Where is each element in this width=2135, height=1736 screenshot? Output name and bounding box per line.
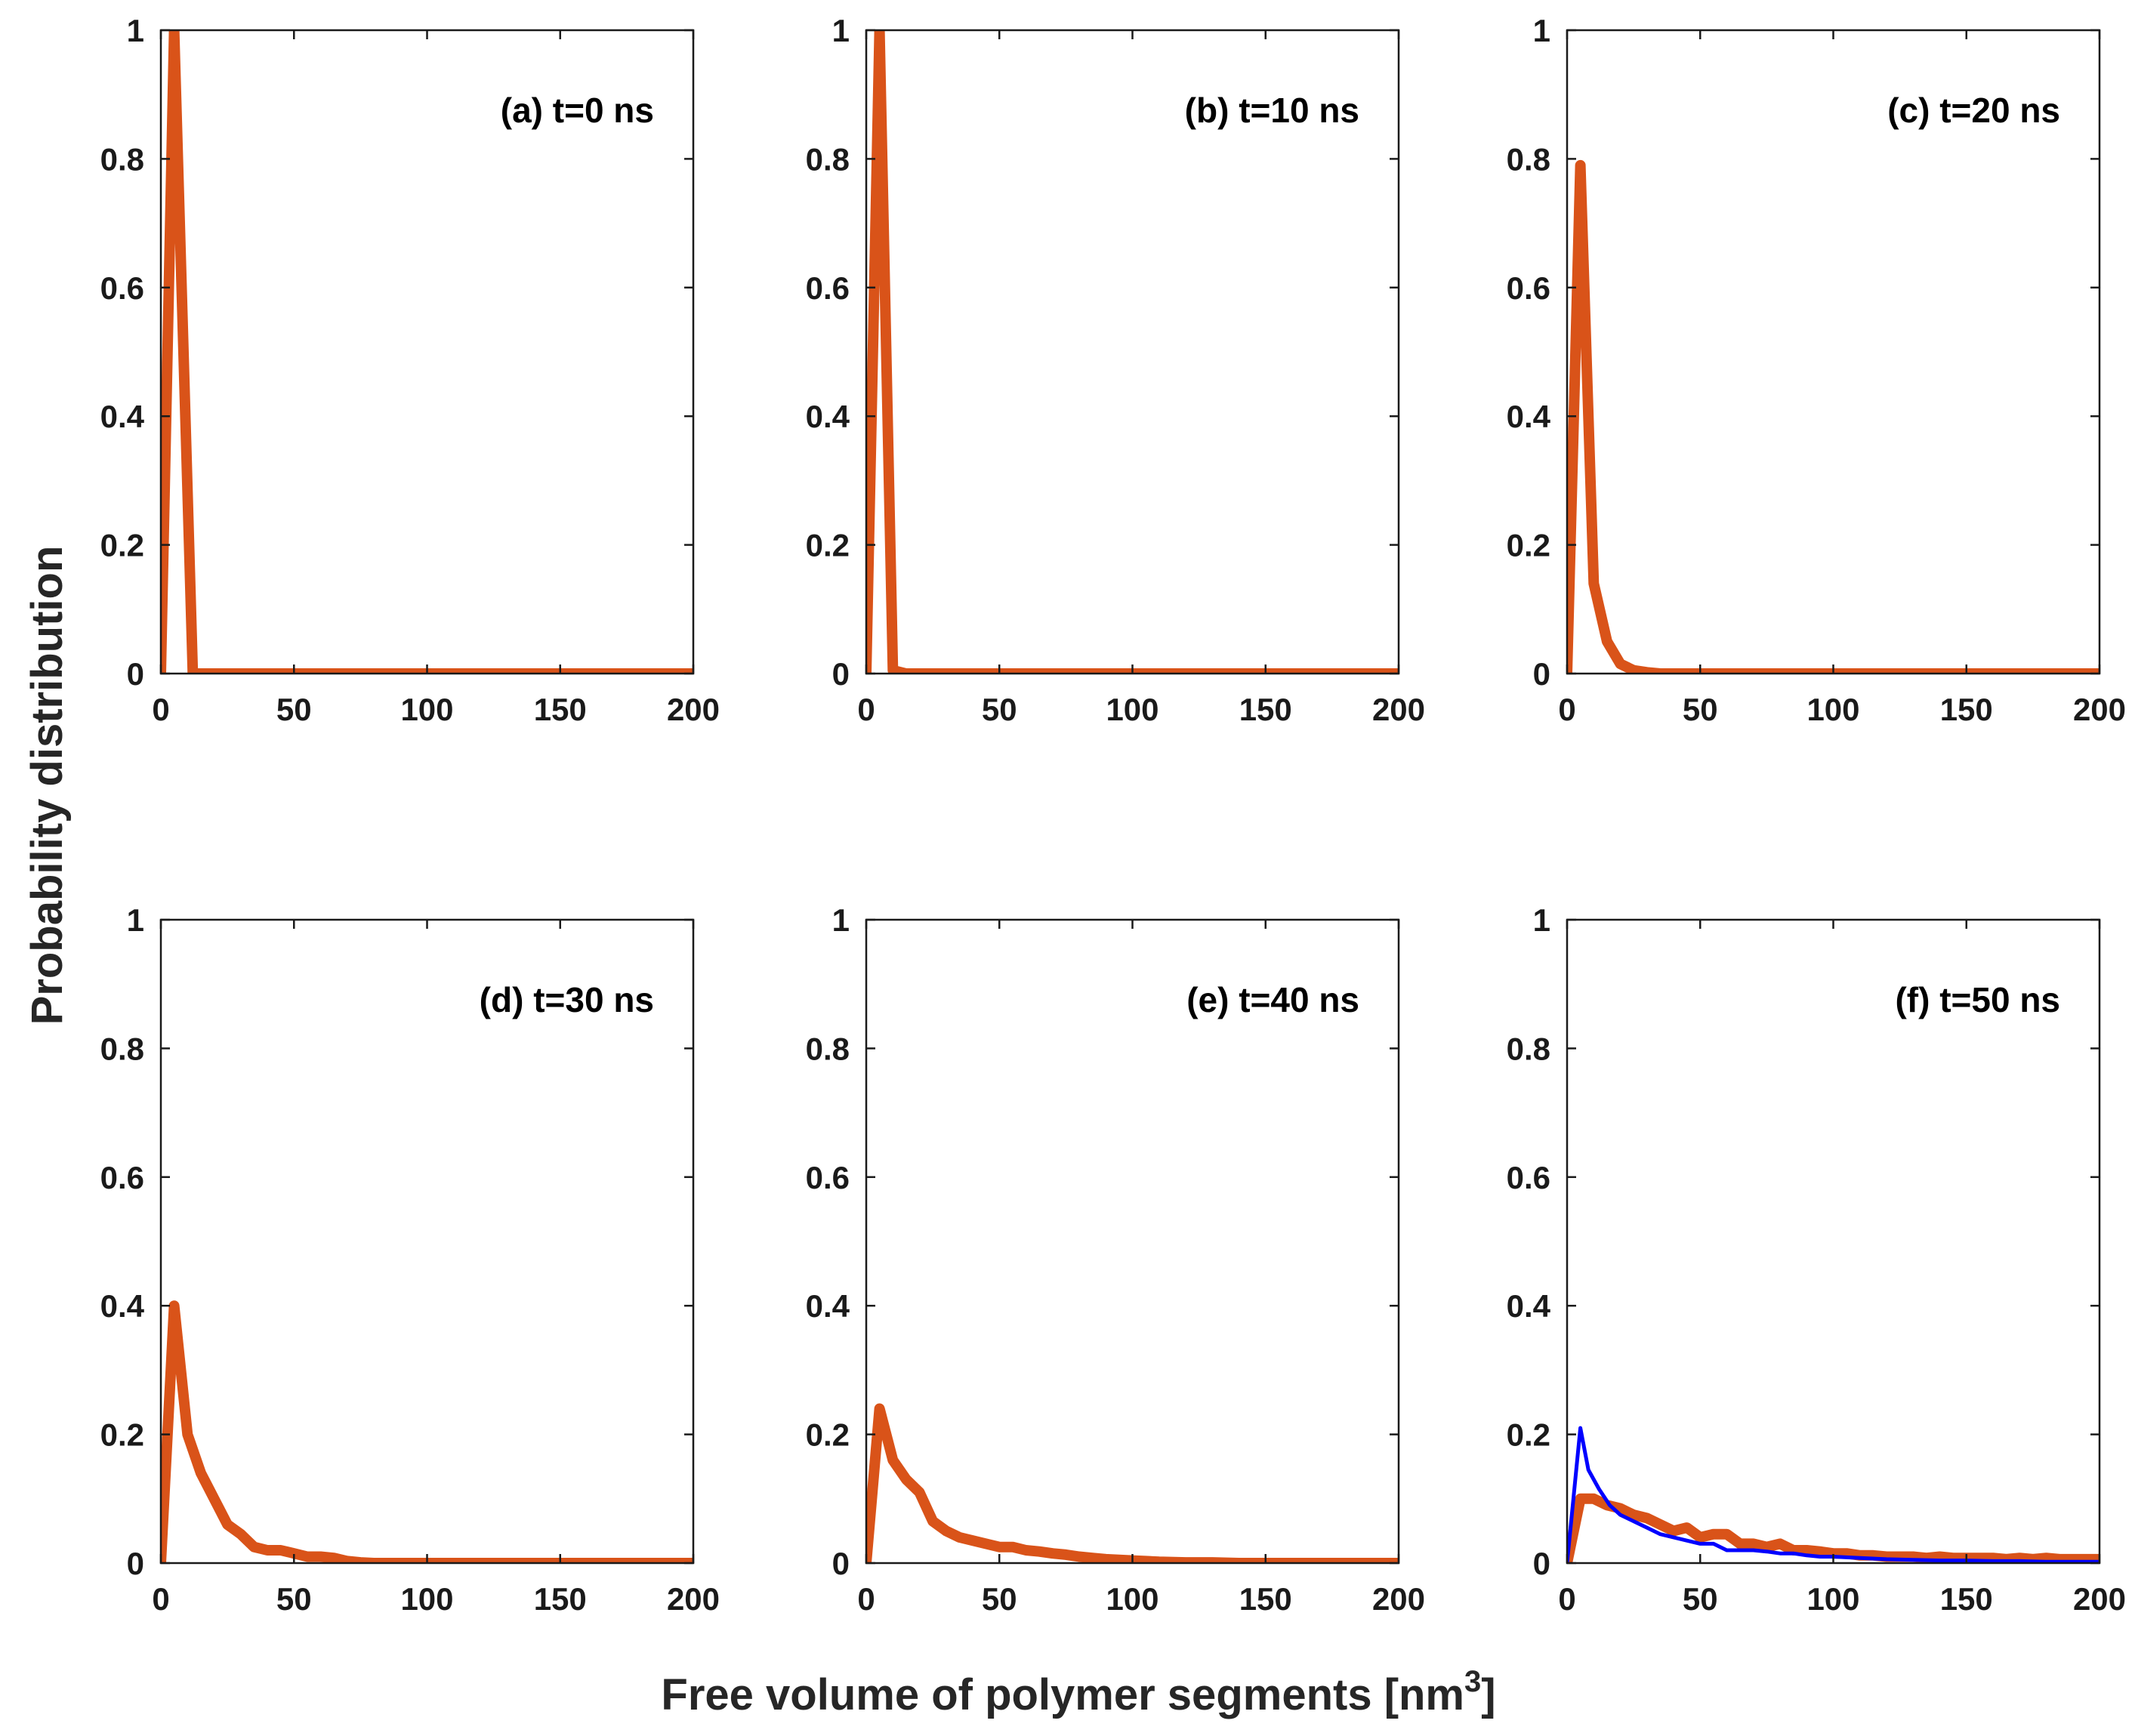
y-tick-label: 0.4: [1507, 399, 1551, 434]
y-tick-label: 0.4: [100, 1288, 145, 1324]
y-tick-label: 0.4: [806, 1288, 850, 1324]
y-tick-label: 0.6: [1507, 1160, 1550, 1195]
x-tick-label: 50: [276, 1581, 312, 1617]
x-tick-label: 50: [982, 1581, 1017, 1617]
y-tick-label: 0.8: [806, 1031, 850, 1066]
series-group: [866, 30, 1399, 674]
x-tick-label: 100: [400, 1581, 453, 1617]
x-tick-label: 50: [1683, 692, 1718, 727]
y-tick-label: 1: [1533, 13, 1550, 48]
panel-b: 0 50 100 150 200 0 0.2 0.4 0.6 0.8 1 (b) t=10 ns: [806, 13, 1425, 727]
x-tick-label: 50: [1683, 1581, 1718, 1617]
x-tick-label: 100: [1806, 1581, 1859, 1617]
x-axis-title-main: Free volume of polymer segments [nm: [661, 1670, 1464, 1719]
x-tick-label: 200: [2073, 1581, 2126, 1617]
series-group: [1567, 159, 2100, 674]
panel-e: 0 50 100 150 200 0 0.2 0.4 0.6 0.8 1 (e) t=40 ns: [806, 902, 1425, 1617]
x-tick-label: 150: [1239, 1581, 1292, 1617]
x-tick-label: 0: [1558, 1581, 1575, 1617]
y-tick-label: 0: [127, 1546, 144, 1581]
x-tick-label: 100: [1806, 692, 1859, 727]
y-tick-label: 0.6: [806, 1160, 850, 1195]
y-tick-label: 0: [1533, 1546, 1550, 1581]
x-tick-label: 100: [400, 692, 453, 727]
x-tick-label: 50: [276, 692, 312, 727]
y-tick-label: 1: [1533, 902, 1550, 938]
y-tick-label: 0.8: [1507, 1031, 1550, 1066]
y-tick-label: 0.8: [1507, 141, 1550, 177]
series-group: [161, 30, 693, 674]
y-tick-label: 0.8: [806, 141, 850, 177]
panel-f: 0 50 100 150 200 0 0.2 0.4 0.6 0.8 1 (f) t=50 ns: [1507, 902, 2126, 1617]
series-line-1: [1567, 159, 2100, 674]
y-tick-label: 0.6: [100, 270, 144, 306]
x-tick-label: 150: [534, 692, 587, 727]
y-tick-label: 0.2: [806, 528, 850, 563]
x-tick-label: 0: [152, 1581, 169, 1617]
series-line-1: [161, 1300, 693, 1563]
panel-title: (c) t=20 ns: [1887, 91, 2060, 130]
y-tick-label: 0: [832, 1546, 850, 1581]
y-tick-label: 1: [127, 902, 144, 938]
panel-title: (e) t=40 ns: [1186, 980, 1359, 1019]
series-line-1: [1567, 1493, 2100, 1563]
x-tick-label: 200: [667, 1581, 720, 1617]
x-tick-label: 100: [1106, 692, 1159, 727]
panel-title: (f) t=50 ns: [1895, 980, 2060, 1019]
panel-d: 0 50 100 150 200 0 0.2 0.4 0.6 0.8 1 (d) t=30 ns: [100, 902, 720, 1617]
series-group: [161, 1300, 693, 1563]
y-tick-label: 0.4: [100, 399, 145, 434]
y-tick-label: 0.2: [100, 528, 144, 563]
x-tick-label: 150: [1239, 692, 1292, 727]
y-tick-label: 0.2: [1507, 528, 1550, 563]
x-axis-title: Free volume of polymer segments [nm3]: [661, 1665, 1495, 1719]
series-line-1: [866, 30, 1399, 674]
x-tick-label: 200: [2073, 692, 2126, 727]
panel-title: (b) t=10 ns: [1185, 91, 1359, 130]
panel-a: 0 50 100 150 200 0 0.2 0.4 0.6 0.8 1 (a) t=0 ns: [100, 13, 720, 727]
y-tick-label: 0.6: [1507, 270, 1550, 306]
y-axis-title: Probability distribution: [23, 546, 72, 1025]
x-tick-label: 200: [1372, 692, 1425, 727]
x-tick-label: 0: [857, 692, 875, 727]
x-axis-title-superscript: 3: [1464, 1665, 1481, 1698]
x-tick-label: 0: [152, 692, 169, 727]
series-line-2: [1567, 1426, 2100, 1563]
y-tick-label: 0.2: [100, 1417, 144, 1453]
panel-title: (a) t=0 ns: [501, 91, 654, 130]
y-tick-label: 0.4: [806, 399, 850, 434]
y-tick-label: 0: [127, 656, 144, 692]
series-line-1: [161, 30, 693, 674]
panel-title: (d) t=30 ns: [480, 980, 654, 1019]
x-tick-label: 100: [1106, 1581, 1159, 1617]
y-tick-label: 0.8: [100, 1031, 144, 1066]
y-tick-label: 0: [832, 656, 850, 692]
x-tick-label: 0: [857, 1581, 875, 1617]
y-tick-label: 0.6: [100, 1160, 144, 1195]
x-tick-label: 200: [1372, 1581, 1425, 1617]
y-tick-label: 0.4: [1507, 1288, 1551, 1324]
x-tick-label: 200: [667, 692, 720, 727]
x-tick-label: 150: [534, 1581, 587, 1617]
x-tick-label: 150: [1940, 692, 1993, 727]
y-tick-label: 1: [832, 902, 850, 938]
panel-c: 0 50 100 150 200 0 0.2 0.4 0.6 0.8 1 (c) t=20 ns: [1507, 13, 2126, 727]
y-tick-label: 0.6: [806, 270, 850, 306]
series-line-1: [866, 1403, 1399, 1563]
y-tick-label: 0.2: [1507, 1417, 1550, 1453]
y-tick-label: 0.2: [806, 1417, 850, 1453]
x-tick-label: 0: [1558, 692, 1575, 727]
series-group: [1567, 1426, 2100, 1563]
x-tick-label: 150: [1940, 1581, 1993, 1617]
y-tick-label: 0.8: [100, 141, 144, 177]
series-group: [866, 1403, 1399, 1563]
x-axis-title-end: ]: [1481, 1670, 1495, 1719]
x-tick-label: 50: [982, 692, 1017, 727]
y-tick-label: 1: [832, 13, 850, 48]
y-tick-label: 1: [127, 13, 144, 48]
y-tick-label: 0: [1533, 656, 1550, 692]
